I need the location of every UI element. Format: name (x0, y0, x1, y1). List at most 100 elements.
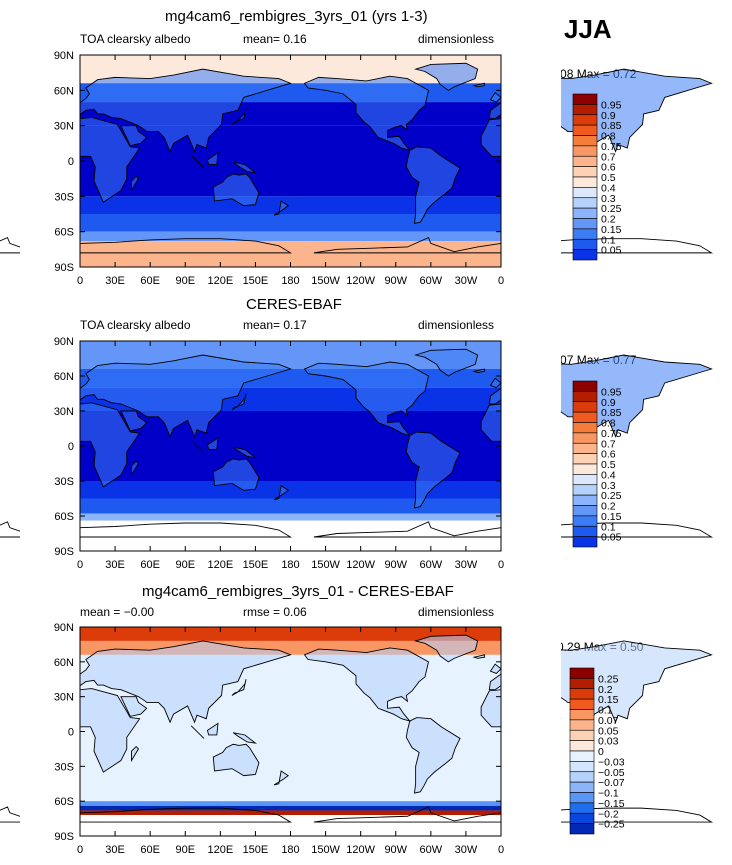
colorbar-label-3-3: 0.1 (598, 705, 613, 717)
colorbar-label-1-7: 0.5 (601, 172, 616, 184)
coastline-1-2 (120, 125, 148, 147)
colorbar-box-2-7 (572, 453, 598, 465)
x-tick-label-2-5: 150E (243, 559, 269, 571)
x-tick-label-1-5: 150E (243, 275, 269, 287)
panel-1-title: mg4cam6_rembigres_3yrs_01 (yrs 1-3) (165, 8, 428, 25)
heatmap-band-3-5 (80, 805, 501, 811)
y-tick-label-1-2: 30N (54, 121, 74, 133)
colorbar-label-2-10: 0.25 (601, 490, 622, 502)
colorbar-label-3-2: 0.15 (598, 694, 619, 706)
colorbar-label-1-0: 0.95 (601, 99, 622, 111)
colorbar-box-2-2 (572, 401, 598, 413)
coastline-3-3 (212, 743, 260, 777)
colorbar-label-1-14: 0.05 (601, 245, 622, 257)
colorbar-label-2-5: 0.7 (601, 438, 616, 450)
y-tick-label-2-2: 30N (54, 406, 74, 418)
y-tick-label-2-1: 60N (54, 371, 74, 383)
heatmap-band-1-6 (80, 231, 501, 242)
colorbar-label-2-6: 0.6 (601, 449, 616, 461)
coastline-1-12 (232, 161, 258, 174)
map-mask-right-2 (501, 339, 561, 553)
coastline-3-13 (131, 745, 140, 763)
coastline-3-14 (273, 770, 289, 786)
colorbar-box-3-10 (569, 771, 595, 783)
coastline-2-5 (405, 431, 461, 509)
colorbar-box-1-6 (572, 155, 598, 167)
y-tick-label-1-5: 60S (54, 227, 74, 239)
colorbar-label-1-9: 0.3 (601, 193, 616, 205)
map-mask-right-1 (501, 53, 561, 269)
colorbar-label-2-3: 0.8 (601, 418, 616, 430)
colorbar-box-1-14 (572, 238, 598, 250)
x-tick-label-1-2: 60E (140, 275, 160, 287)
panel-2-title: CERES-EBAF (246, 296, 342, 313)
panel-1-mean-label: mean= 0.16 (243, 32, 307, 46)
colorbar-box-2-6 (572, 442, 598, 454)
x-tick-label-2-9: 90W (384, 559, 407, 571)
coastline-1-6 (413, 62, 479, 91)
heatmap-band-2-6 (80, 513, 501, 521)
colorbar-label-1-5: 0.7 (601, 151, 616, 163)
colorbar-label-3-1: 0.2 (598, 684, 613, 696)
y-tick-label-2-6: 90S (54, 546, 74, 558)
y-tick-label-3-5: 60S (54, 796, 74, 808)
x-tick-label-1-11: 30W (455, 275, 478, 287)
coastline-2-13 (131, 460, 140, 477)
colorbar-label-2-12: 0.15 (601, 511, 622, 523)
y-tick-label-2-4: 30S (54, 476, 74, 488)
coastline-3-7 (0, 806, 714, 823)
colorbar-label-3-14: −0.25 (598, 819, 625, 831)
colorbar-label-3-10: −0.07 (598, 777, 625, 789)
season-label: JJA (564, 14, 612, 44)
colorbar-label-3-7: 0 (598, 746, 604, 758)
x-tick-label-2-12: 0 (498, 559, 504, 571)
x-tick-label-1-8: 120W (346, 275, 375, 287)
x-tick-label-2-7: 150W (311, 559, 340, 571)
colorbar-box-3-6 (569, 729, 595, 741)
colorbar-box-1-4 (572, 135, 598, 147)
colorbar-box-1-0 (572, 93, 598, 105)
coastline-2-6 (413, 348, 479, 377)
colorbar-box-3-13 (569, 802, 595, 814)
coastline-1-3 (212, 173, 260, 207)
coastline-1-11 (206, 151, 219, 165)
colorbar-box-2-10 (572, 484, 598, 496)
x-tick-label-2-0: 0 (77, 559, 83, 571)
panel-1-variable-label: TOA clearsky albedo (80, 32, 191, 46)
y-tick-label-3-6: 90S (54, 831, 74, 843)
colorbar-label-1-3: 0.8 (601, 131, 616, 143)
x-tick-label-3-5: 150E (243, 844, 269, 856)
x-tick-label-2-2: 60E (140, 559, 160, 571)
colorbar-box-2-0 (572, 380, 598, 392)
colorbar-label-2-8: 0.4 (601, 469, 616, 481)
colorbar-box-3-3 (569, 698, 595, 710)
x-tick-label-3-12: 0 (498, 844, 504, 856)
heatmap-band-3-6 (80, 810, 501, 816)
colorbar-box-1-15 (572, 249, 598, 261)
colorbar-box-2-1 (572, 391, 598, 403)
colorbar-box-2-4 (572, 422, 598, 434)
x-tick-label-3-2: 60E (140, 844, 160, 856)
colorbar-label-3-6: 0.03 (598, 736, 619, 748)
x-tick-label-3-11: 30W (455, 844, 478, 856)
heatmap-band-2-7 (80, 520, 501, 551)
colorbar-label-2-14: 0.05 (601, 532, 622, 544)
coastline-2-15 (472, 368, 486, 373)
colorbar-box-1-8 (572, 176, 598, 188)
panel-3-units-label: dimensionless (418, 605, 495, 619)
coastline-2-10 (190, 439, 205, 454)
panel-3-rmse-label: rmse = 0.06 (243, 605, 307, 619)
coastline-1-5 (405, 146, 461, 224)
colorbar-box-3-5 (569, 719, 595, 731)
x-tick-label-2-1: 30E (105, 559, 125, 571)
colorbar-label-3-12: −0.15 (598, 798, 625, 810)
colorbar-label-1-6: 0.6 (601, 162, 616, 174)
colorbar-box-1-12 (572, 218, 598, 230)
coastline-1-14 (273, 200, 289, 216)
coastline-2-3 (212, 458, 260, 491)
colorbar-label-1-10: 0.25 (601, 203, 622, 215)
colorbar-box-1-9 (572, 187, 598, 199)
coastline-2-14 (273, 484, 289, 501)
y-tick-label-1-6: 90S (54, 262, 74, 274)
colorbar-label-2-4: 0.75 (601, 428, 622, 440)
